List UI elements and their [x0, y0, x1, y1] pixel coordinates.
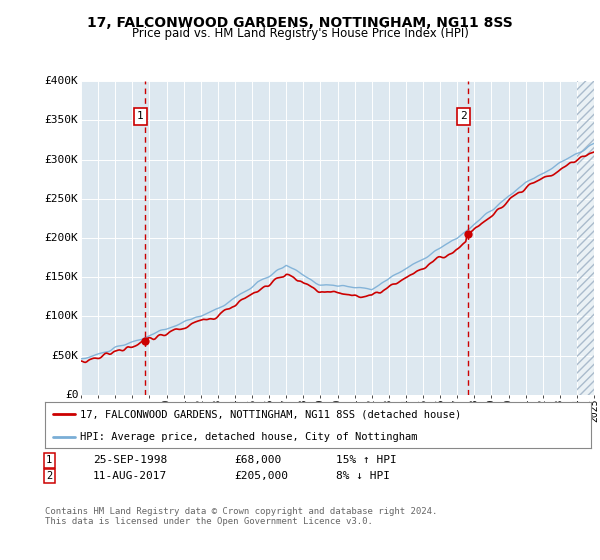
Text: £200K: £200K	[44, 233, 79, 243]
Text: 8% ↓ HPI: 8% ↓ HPI	[336, 471, 390, 481]
Text: 11-AUG-2017: 11-AUG-2017	[93, 471, 167, 481]
Text: £350K: £350K	[44, 115, 79, 125]
Text: HPI: Average price, detached house, City of Nottingham: HPI: Average price, detached house, City…	[80, 432, 418, 441]
Text: 1: 1	[137, 111, 144, 122]
Text: £50K: £50K	[52, 351, 79, 361]
Text: £150K: £150K	[44, 272, 79, 282]
Text: 2: 2	[460, 111, 467, 122]
Text: £300K: £300K	[44, 155, 79, 165]
Text: £400K: £400K	[44, 76, 79, 86]
Text: Contains HM Land Registry data © Crown copyright and database right 2024.
This d: Contains HM Land Registry data © Crown c…	[45, 507, 437, 526]
Text: 2: 2	[46, 471, 52, 481]
Text: Price paid vs. HM Land Registry's House Price Index (HPI): Price paid vs. HM Land Registry's House …	[131, 27, 469, 40]
Text: 17, FALCONWOOD GARDENS, NOTTINGHAM, NG11 8SS: 17, FALCONWOOD GARDENS, NOTTINGHAM, NG11…	[87, 16, 513, 30]
Bar	[577, 81, 594, 395]
Text: £68,000: £68,000	[234, 455, 281, 465]
Text: £100K: £100K	[44, 311, 79, 321]
Text: 15% ↑ HPI: 15% ↑ HPI	[336, 455, 397, 465]
Text: 1: 1	[46, 455, 52, 465]
Text: 17, FALCONWOOD GARDENS, NOTTINGHAM, NG11 8SS (detached house): 17, FALCONWOOD GARDENS, NOTTINGHAM, NG11…	[80, 409, 462, 419]
Text: £250K: £250K	[44, 194, 79, 204]
Bar	[577, 81, 594, 395]
Text: £205,000: £205,000	[234, 471, 288, 481]
Text: 25-SEP-1998: 25-SEP-1998	[93, 455, 167, 465]
Text: £0: £0	[65, 390, 79, 400]
